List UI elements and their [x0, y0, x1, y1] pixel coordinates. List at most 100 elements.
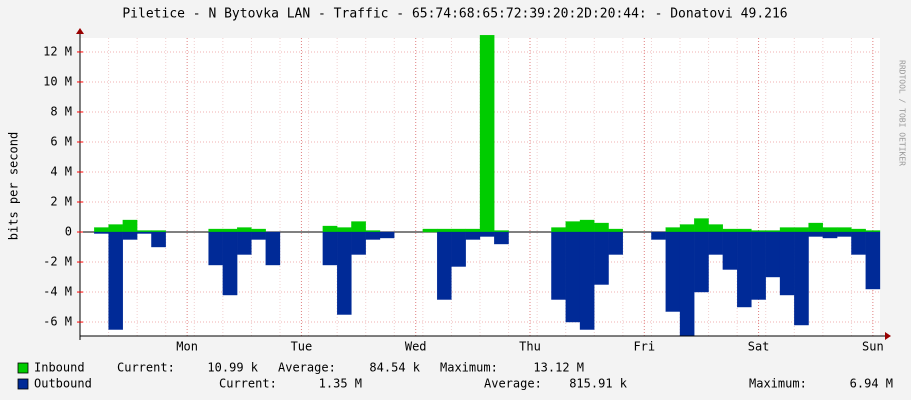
area-segment — [594, 231, 609, 285]
area-segment — [336, 227, 352, 233]
area-segment — [822, 231, 838, 239]
area-segment — [608, 228, 624, 233]
y-tick-label: 12 M — [43, 44, 72, 58]
y-tick-label: 4 M — [50, 164, 72, 178]
y-tick-label: 2 M — [50, 195, 72, 209]
area-segment — [836, 227, 852, 233]
x-tick-label: Thu — [519, 340, 541, 354]
area-segment — [594, 222, 609, 233]
area-segment — [865, 231, 881, 290]
labels: -6 M -4 M -2 M 0 2 M 4 M 6 M 8 M 10 M 12 M Mon Tue W… — [43, 44, 884, 353]
legend-stat-label: Maximum: — [440, 361, 498, 375]
legend-stat-value: 6.94 M — [850, 377, 893, 391]
area-segment — [122, 231, 138, 240]
area-segment — [765, 231, 781, 278]
area-segment — [608, 231, 624, 255]
area-segment — [94, 227, 109, 233]
axes — [76, 28, 891, 340]
area-segment — [794, 231, 809, 326]
area-segment — [236, 227, 252, 233]
legend: Inbound Current: 10.99 k Average: 84.54 k Max… — [17, 361, 893, 391]
legend-stat-label: Maximum: — [749, 377, 807, 391]
area-segment — [136, 230, 152, 233]
area-segment — [494, 231, 509, 245]
area-segment — [494, 230, 509, 233]
area-segment — [751, 230, 766, 233]
area-segment — [551, 227, 566, 233]
area-segment — [208, 231, 224, 266]
area-segment — [351, 221, 366, 233]
area-segment — [851, 231, 866, 255]
legend-stat-label: Average: — [278, 361, 336, 375]
area-segment — [651, 231, 666, 240]
area-segment — [436, 228, 452, 233]
watermark: RRDTOOL / TOBI OETIKER — [898, 60, 907, 166]
area-segment — [365, 230, 381, 233]
area-segment — [465, 228, 481, 233]
area-segment — [565, 221, 581, 233]
x-tick-label: Fri — [633, 340, 655, 354]
legend-stat-label: Current: — [219, 377, 277, 391]
area-segment — [479, 231, 495, 237]
legend-stat-value: 13.12 M — [533, 361, 584, 375]
legend-stat-value: 1.35 M — [319, 377, 362, 391]
area-segment — [736, 228, 752, 233]
y-axis-arrow — [76, 28, 84, 34]
area-segment — [365, 231, 381, 240]
area-segment — [579, 231, 595, 330]
area-segment — [251, 228, 266, 233]
area-segment — [808, 231, 824, 237]
chart-title: Piletice - N Bytovka LAN - Traffic - 65:… — [122, 7, 787, 22]
area-segment — [694, 231, 709, 293]
area-segment — [808, 222, 824, 233]
area-segment — [565, 231, 581, 323]
area-segment — [465, 231, 481, 240]
area-segment — [694, 218, 709, 233]
area-segment — [794, 227, 809, 233]
y-tick-label: -6 M — [43, 315, 72, 329]
y-tick-label: 6 M — [50, 134, 72, 148]
x-tick-label: Sun — [862, 340, 884, 354]
area-segment — [836, 231, 852, 237]
area-segment — [322, 225, 338, 233]
legend-stat-value: 10.99 k — [207, 361, 258, 375]
area-segment — [122, 219, 138, 233]
area-segment — [665, 231, 681, 312]
area-segment — [222, 231, 238, 296]
area-segment — [322, 231, 338, 266]
area-segment — [765, 230, 781, 233]
area-segment — [665, 227, 681, 233]
area-segment — [708, 224, 724, 233]
area-segment — [379, 231, 395, 239]
area-segment — [722, 231, 738, 270]
area-segment — [451, 228, 466, 233]
x-tick-label: Wed — [405, 340, 427, 354]
area-segment — [865, 230, 881, 233]
area-segment — [751, 231, 766, 300]
marks — [94, 34, 881, 337]
legend-swatch — [17, 362, 29, 374]
x-tick-label: Sat — [748, 340, 770, 354]
area-segment — [94, 231, 109, 234]
area-segment — [722, 228, 738, 233]
area-segment — [736, 231, 752, 308]
area-segment — [351, 231, 366, 255]
area-segment — [422, 228, 438, 233]
y-axis-title: bits per second — [7, 132, 21, 240]
area-segment — [236, 231, 252, 255]
y-tick-label: -4 M — [43, 285, 72, 299]
area-segment — [779, 231, 795, 296]
x-tick-label: Mon — [176, 340, 198, 354]
area-segment — [851, 228, 866, 233]
area-segment — [151, 230, 166, 233]
legend-stat-label: Average: — [484, 377, 542, 391]
legend-stat-label: Current: — [117, 361, 175, 375]
legend-label: Inbound — [34, 361, 85, 375]
legend-stat-value: 84.54 k — [369, 361, 420, 375]
legend-stat-value: 815.91 k — [569, 377, 628, 391]
area-segment — [822, 227, 838, 233]
area-segment — [251, 231, 266, 240]
area-segment — [151, 231, 166, 248]
area-segment — [579, 219, 595, 233]
